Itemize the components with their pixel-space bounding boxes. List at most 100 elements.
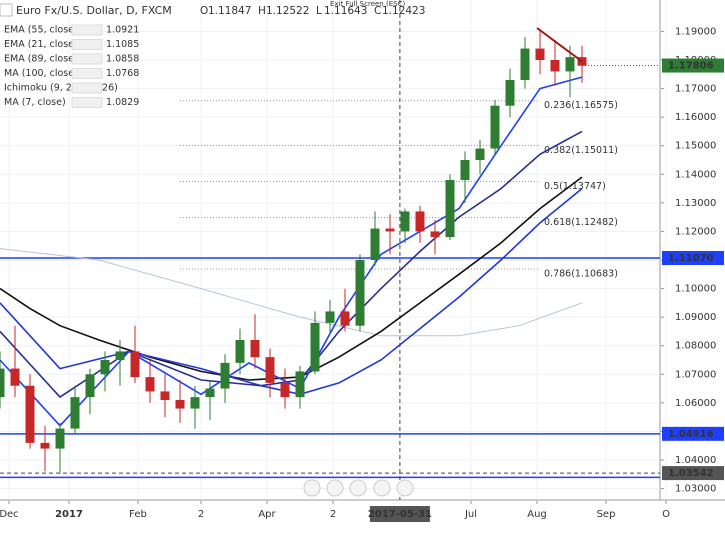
x-tick-label: Apr <box>258 509 276 520</box>
indicator-line <box>0 76 583 427</box>
x-tick-label: Dec <box>0 509 19 520</box>
indicator-controls <box>71 97 103 108</box>
candle-body <box>577 57 587 66</box>
y-tick-label: 1.06000 <box>675 398 716 409</box>
candle-body <box>505 80 515 106</box>
price-tag-label: 1.03542 <box>668 468 714 479</box>
nav-button[interactable] <box>326 479 344 497</box>
candle-body <box>10 368 20 386</box>
candle-body <box>0 368 5 398</box>
candle-body <box>115 351 125 360</box>
candle-body <box>250 340 260 358</box>
y-tick-label: 1.19000 <box>675 26 716 37</box>
fib-label: 0.236(1.16575) <box>544 100 618 111</box>
y-tick-label: 1.07000 <box>675 369 716 380</box>
candle-body <box>145 377 155 392</box>
indicator-value: 1.0768 <box>106 68 139 79</box>
indicator-line <box>0 248 583 337</box>
plot: 0.236(1.16575) 0.382(1.15011) 0.5(1.13747)… <box>0 0 667 500</box>
indicator-name: MA (7, close) <box>4 97 66 108</box>
crosshair-date: 2017-05-31 <box>368 509 432 520</box>
ohlc-label: L <box>316 5 322 17</box>
x-tick-label: O <box>662 509 670 520</box>
price-tag-label: 1.17806 <box>668 61 714 72</box>
candle-body <box>25 385 35 443</box>
candle-body <box>280 382 290 398</box>
candle-body <box>70 397 80 429</box>
y-tick-label: 1.09000 <box>675 312 716 323</box>
candle-body <box>550 60 560 72</box>
nav-button[interactable] <box>396 479 414 497</box>
indicator-value: 1.0921 <box>106 25 139 36</box>
indicator-controls <box>71 39 103 50</box>
candle-body <box>175 400 185 409</box>
indicator-value: 1.1085 <box>106 39 139 50</box>
price-tag <box>662 251 724 265</box>
candle-body <box>295 371 305 398</box>
candle-body <box>55 428 65 449</box>
candle-body <box>340 311 350 326</box>
candle-body <box>520 48 530 80</box>
trendline <box>536 27 583 63</box>
indicator-name: EMA (55, close) <box>4 25 78 36</box>
candle-body <box>160 391 170 400</box>
fib-label: 0.786(1.10683) <box>544 269 618 280</box>
candle-body <box>400 211 410 232</box>
indicator-controls <box>71 53 103 65</box>
indicator-controls <box>71 68 103 79</box>
symbol-title: Euro Fx/U.S. Dollar, D, FXCM <box>16 4 172 17</box>
candle-body <box>445 180 455 238</box>
x-tick-label: 2017 <box>55 509 83 520</box>
crosshair-date-box <box>369 506 430 522</box>
ohlc-label: C <box>374 5 381 17</box>
x-tick-label: 2 <box>198 509 204 520</box>
indicator-controls <box>71 82 103 94</box>
candle-body <box>130 351 140 378</box>
nav-button[interactable] <box>373 479 391 497</box>
x-tick-label: 2 <box>330 509 336 520</box>
indicator-name: Ichimoku (9, 26, 52, 26) <box>4 83 118 94</box>
candle-body <box>190 397 200 409</box>
candle-body <box>355 260 365 326</box>
candle-body <box>430 231 440 238</box>
y-tick-label: 1.08000 <box>675 341 716 352</box>
indicator-value: 1.0829 <box>106 97 139 108</box>
price-tag-label: 1.11070 <box>668 253 714 264</box>
candle-body <box>310 322 320 372</box>
ohlc-label: O <box>200 5 208 17</box>
price-tag <box>662 426 724 441</box>
candle-body <box>265 357 275 383</box>
candle-body <box>85 374 95 398</box>
y-tick-label: 1.03000 <box>675 484 716 495</box>
y-tick-label: 1.13000 <box>675 198 716 209</box>
candle-body <box>460 160 470 180</box>
legend: Euro Fx/U.S. Dollar, D, FXCM Exit Full S… <box>0 0 425 108</box>
nav-button[interactable] <box>349 479 367 497</box>
price-tag <box>662 466 724 481</box>
candle-body <box>535 48 545 60</box>
indicator-name: MA (100, close) <box>4 68 78 79</box>
candle-body <box>235 340 245 363</box>
ohlc-label: H <box>258 5 266 17</box>
y-tick-label: 1.04000 <box>675 455 716 466</box>
collapse-button[interactable] <box>0 3 13 17</box>
ohlc-value: 1.12522 <box>266 5 309 17</box>
axes: 1.030001.040001.050001.060001.070001.080… <box>0 26 724 522</box>
ohlc-value: 1.12423 <box>382 5 425 17</box>
candle-body <box>220 362 230 389</box>
nav-button[interactable] <box>303 479 321 497</box>
y-tick-label: 1.17000 <box>675 84 716 95</box>
indicator-value: 1.0858 <box>106 54 139 65</box>
candle-body <box>415 211 425 232</box>
candle-body <box>40 442 50 449</box>
candle-body <box>325 311 335 323</box>
ohlc-value: 1.11847 <box>208 5 251 17</box>
y-tick-label: 1.14000 <box>675 169 716 180</box>
y-tick-label: 1.10000 <box>675 284 716 295</box>
indicator-controls <box>71 24 103 36</box>
nav-buttons <box>303 479 414 497</box>
candle-body <box>475 148 485 160</box>
x-tick-label: Aug <box>527 509 547 520</box>
y-tick-label: 1.16000 <box>675 112 716 123</box>
